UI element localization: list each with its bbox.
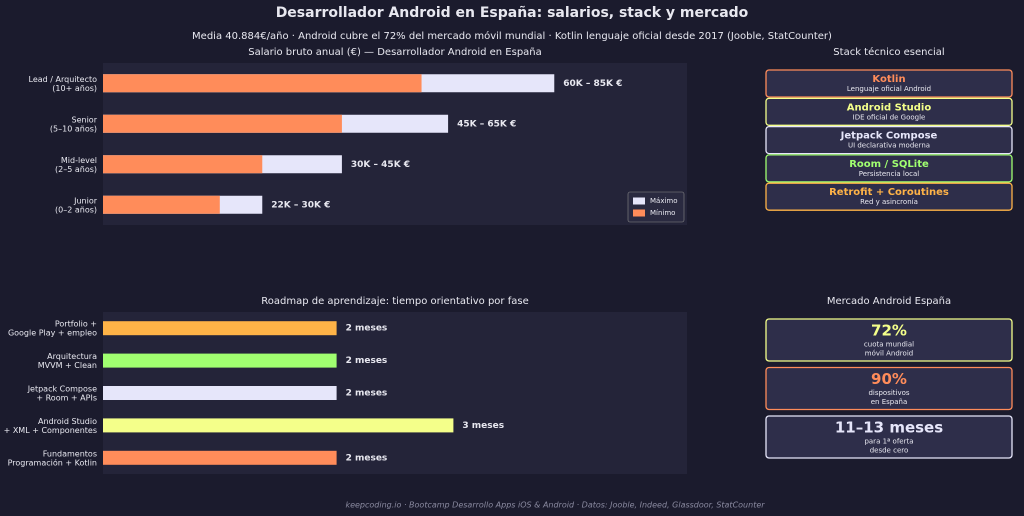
bar [103, 450, 337, 465]
stack-description: Lenguaje oficial Android [847, 85, 931, 93]
market-card [765, 415, 1013, 459]
y-tick-label: Lead / Arquitecto (10+ años) [29, 74, 98, 92]
y-tick-label: Portfolio + Google Play + empleo [8, 319, 97, 337]
stack-card [765, 154, 1013, 183]
bar [103, 155, 263, 174]
y-tick-label: Mid-level (2–5 años) [55, 155, 97, 173]
market-description: dispositivos en España [868, 389, 909, 406]
data-label: 2 meses [346, 453, 388, 463]
legend-swatch [633, 197, 645, 205]
chart-title: Roadmap de aprendizaje: tiempo orientati… [261, 296, 528, 307]
y-tick-label: Android Studio + XML + Componentes [4, 416, 98, 434]
data-label: 45K – 65K € [457, 119, 516, 129]
stack-name: Retrofit + Coroutines [829, 187, 949, 198]
bar [103, 321, 337, 336]
stack-description: UI declarativa moderna [848, 142, 930, 150]
footer: keepcoding.io · Bootcamp Desarrollo Apps… [345, 501, 765, 510]
panel-title: Mercado Android España [827, 296, 951, 307]
data-label: 2 meses [346, 389, 388, 399]
market-description: cuota mundial móvil Android [864, 341, 914, 358]
bar [103, 195, 220, 214]
page-title: Desarrollador Android en España: salario… [276, 5, 749, 21]
stack-name: Kotlin [872, 74, 905, 85]
stack-name: Jetpack Compose [840, 131, 938, 142]
market-card [765, 318, 1013, 362]
bar [103, 386, 337, 400]
stack-name: Android Studio [847, 102, 932, 113]
y-tick-label: Senior (5–10 años) [50, 115, 98, 133]
stack-description: IDE oficial de Google [853, 113, 926, 121]
market-description: para 1ª oferta desde cero [864, 438, 913, 455]
stack-card [765, 125, 1013, 155]
chart-title: Salario bruto anual (€) — Desarrollador … [248, 47, 542, 58]
bar [103, 114, 342, 133]
stack-name: Room / SQLite [849, 159, 929, 170]
stack-card [765, 69, 1013, 98]
market-card [765, 366, 1013, 411]
stack-card [765, 97, 1013, 126]
data-label: 3 meses [462, 421, 504, 431]
panel-title: Stack técnico esencial [833, 46, 944, 58]
data-label: 22K – 30K € [271, 200, 330, 210]
market-value: 90% [871, 370, 907, 388]
y-tick-label: Arquitectura MVVM + Clean [38, 352, 97, 370]
stack-description: Persistencia local [859, 170, 920, 178]
y-tick-label: Jetpack Compose + Room + APIs [27, 384, 97, 402]
y-tick-label: Fundamentos Programación + Kotlin [8, 449, 97, 467]
legend-label: Mínimo [650, 209, 675, 217]
stack-card [765, 182, 1013, 211]
bar [103, 353, 337, 368]
market-value: 72% [871, 322, 907, 340]
bar [103, 418, 454, 433]
data-label: 2 meses [346, 356, 388, 366]
legend-label: Máximo [650, 197, 678, 205]
bar [103, 74, 422, 93]
y-tick-label: Junior (0–2 años) [55, 196, 98, 214]
data-label: 30K – 45K € [351, 160, 410, 170]
data-label: 60K – 85K € [563, 79, 622, 89]
stack-description: Red y asincronía [860, 198, 918, 206]
data-label: 2 meses [346, 324, 388, 334]
legend-swatch [633, 209, 645, 217]
market-value: 11–13 meses [835, 419, 943, 437]
subtitle: Media 40.884€/año · Android cubre el 72%… [192, 30, 832, 42]
